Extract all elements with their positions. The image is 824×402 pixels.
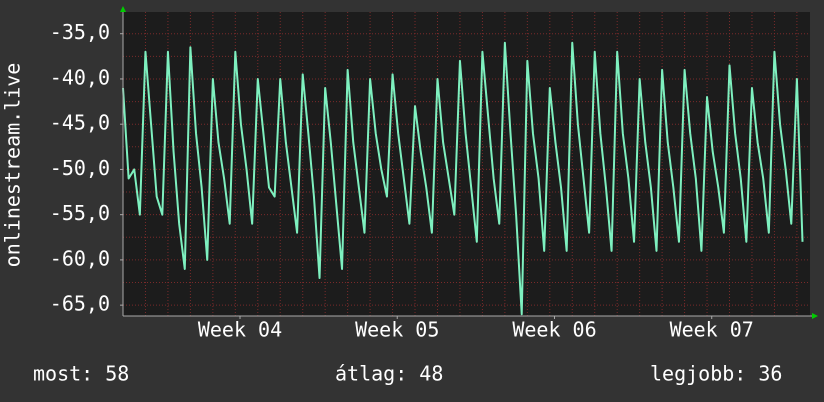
grid (120, 12, 810, 319)
y-tick-label: -40,0 (50, 65, 110, 89)
y-tick-label: -45,0 (50, 111, 110, 135)
footer-average: átlag: 48 (335, 362, 443, 386)
y-axis-label: onlinestream.live (1, 63, 25, 268)
y-tick-label: -55,0 (50, 201, 110, 225)
x-tick-label: Week 05 (355, 318, 439, 342)
y-axis-arrow (120, 6, 126, 12)
y-tick-label: -65,0 (50, 292, 110, 316)
x-axis-arrow (812, 313, 818, 319)
x-tick-label: Week 06 (512, 318, 596, 342)
footer-best: legjobb: 36 (650, 362, 782, 386)
y-tick-label: -50,0 (50, 156, 110, 180)
marks (122, 41, 804, 316)
plot-area (123, 12, 810, 316)
y-tick-label: -35,0 (50, 20, 110, 44)
y-tick-label: -60,0 (50, 246, 110, 270)
data-line (122, 41, 804, 316)
x-tick-label: Week 04 (198, 318, 282, 342)
x-tick-label: Week 07 (670, 318, 754, 342)
footer-current: most: 58 (33, 362, 129, 386)
